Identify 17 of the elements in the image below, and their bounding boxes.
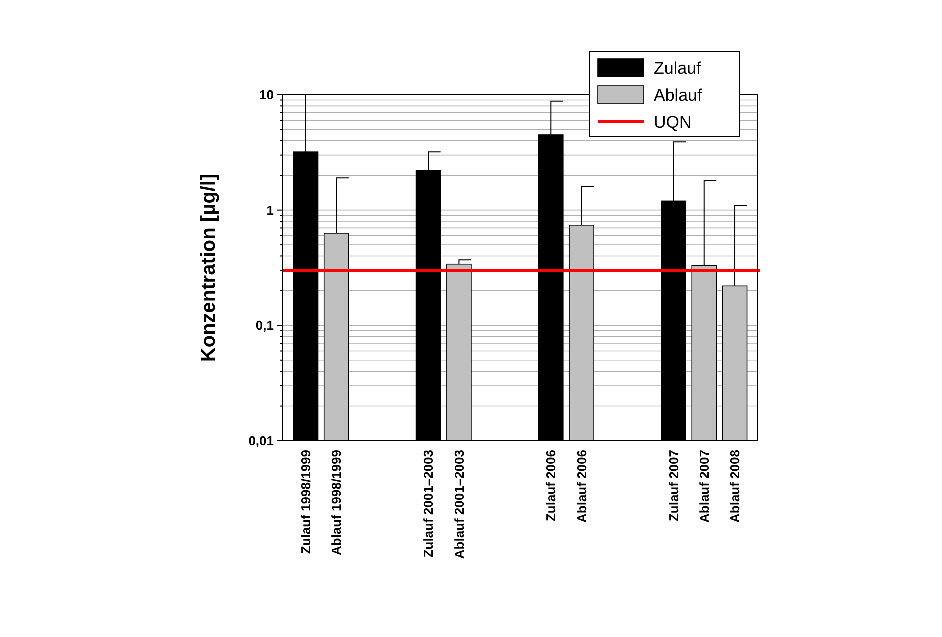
x-tick-label: Zulauf 2007 <box>666 450 682 522</box>
legend-label: UQN <box>654 112 692 132</box>
x-tick-label: Ablauf 1998/1999 <box>329 450 344 556</box>
x-tick-label: Ablauf 2008 <box>728 450 743 523</box>
x-tick-label: Zulauf 1998/1999 <box>298 450 314 554</box>
x-tick-label: Zulauf 2006 <box>544 450 559 522</box>
y-tick-label: 0,1 <box>256 318 274 334</box>
x-tick-label: Zulauf 2001–2003 <box>421 450 436 558</box>
x-tick-label: Ablauf 2006 <box>574 450 590 523</box>
legend-label: Zulauf <box>654 58 702 78</box>
legend-label: Ablauf <box>654 86 702 105</box>
y-axis-title: Konzentration [µg/l] <box>198 174 220 362</box>
y-tick-label: 0,01 <box>248 434 274 449</box>
y-tick-label: 10 <box>260 88 274 103</box>
y-tick-label: 1 <box>266 202 274 218</box>
x-tick-label: Ablauf 2007 <box>696 450 712 523</box>
x-tick-label: Ablauf 2001–2003 <box>452 450 467 560</box>
